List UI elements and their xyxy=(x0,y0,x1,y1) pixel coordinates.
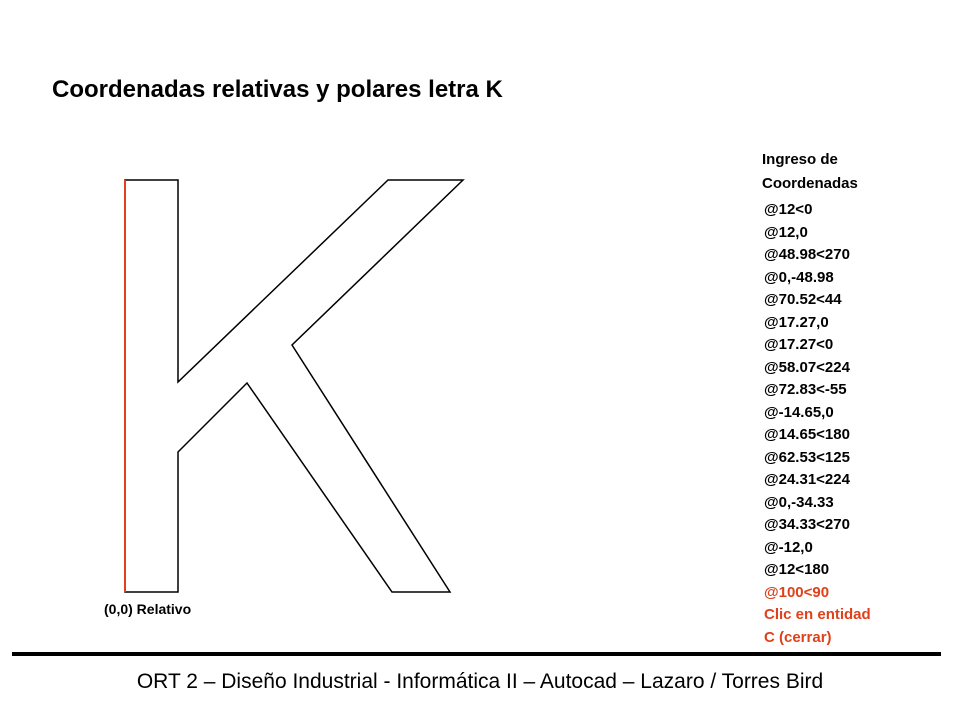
command: @24.31<224 xyxy=(764,471,850,488)
origin-label: (0,0) Relativo xyxy=(104,601,192,617)
command: @-14.65,0 xyxy=(764,403,834,421)
final-step: C (cerrar) xyxy=(764,628,832,646)
command: @48.98<270 xyxy=(764,246,850,263)
command: @12<0 xyxy=(764,201,813,218)
footer: ORT 2 – Diseño Industrial - Informática … xyxy=(136,670,824,693)
command: @70.52<44 xyxy=(764,291,842,308)
command: @12,0 xyxy=(764,223,808,241)
panel-heading: Ingreso de Coordenadas xyxy=(762,151,858,192)
final-step: Clic en entidad xyxy=(764,606,871,623)
command: @12<180 xyxy=(764,561,830,578)
slide-title: Coordenadas relativas y polares letra K xyxy=(52,76,503,103)
letter-k-outline xyxy=(124,179,465,593)
letter-k-drawing xyxy=(124,179,465,593)
command: @62.53<125 xyxy=(764,448,850,466)
command: @34.33<270 xyxy=(764,516,850,533)
command: @0,-48.98 xyxy=(764,268,834,286)
command: @72.83<-55 xyxy=(764,381,847,398)
command: @17.27<0 xyxy=(764,336,834,353)
divider xyxy=(12,652,941,656)
command: @-12,0 xyxy=(764,538,813,556)
command: @58.07<224 xyxy=(764,358,850,376)
final-step: @100<90 xyxy=(764,583,830,601)
command: @0,-34.33 xyxy=(764,493,834,511)
command: @14.65<180 xyxy=(764,426,850,443)
command: @17.27,0 xyxy=(764,313,829,331)
